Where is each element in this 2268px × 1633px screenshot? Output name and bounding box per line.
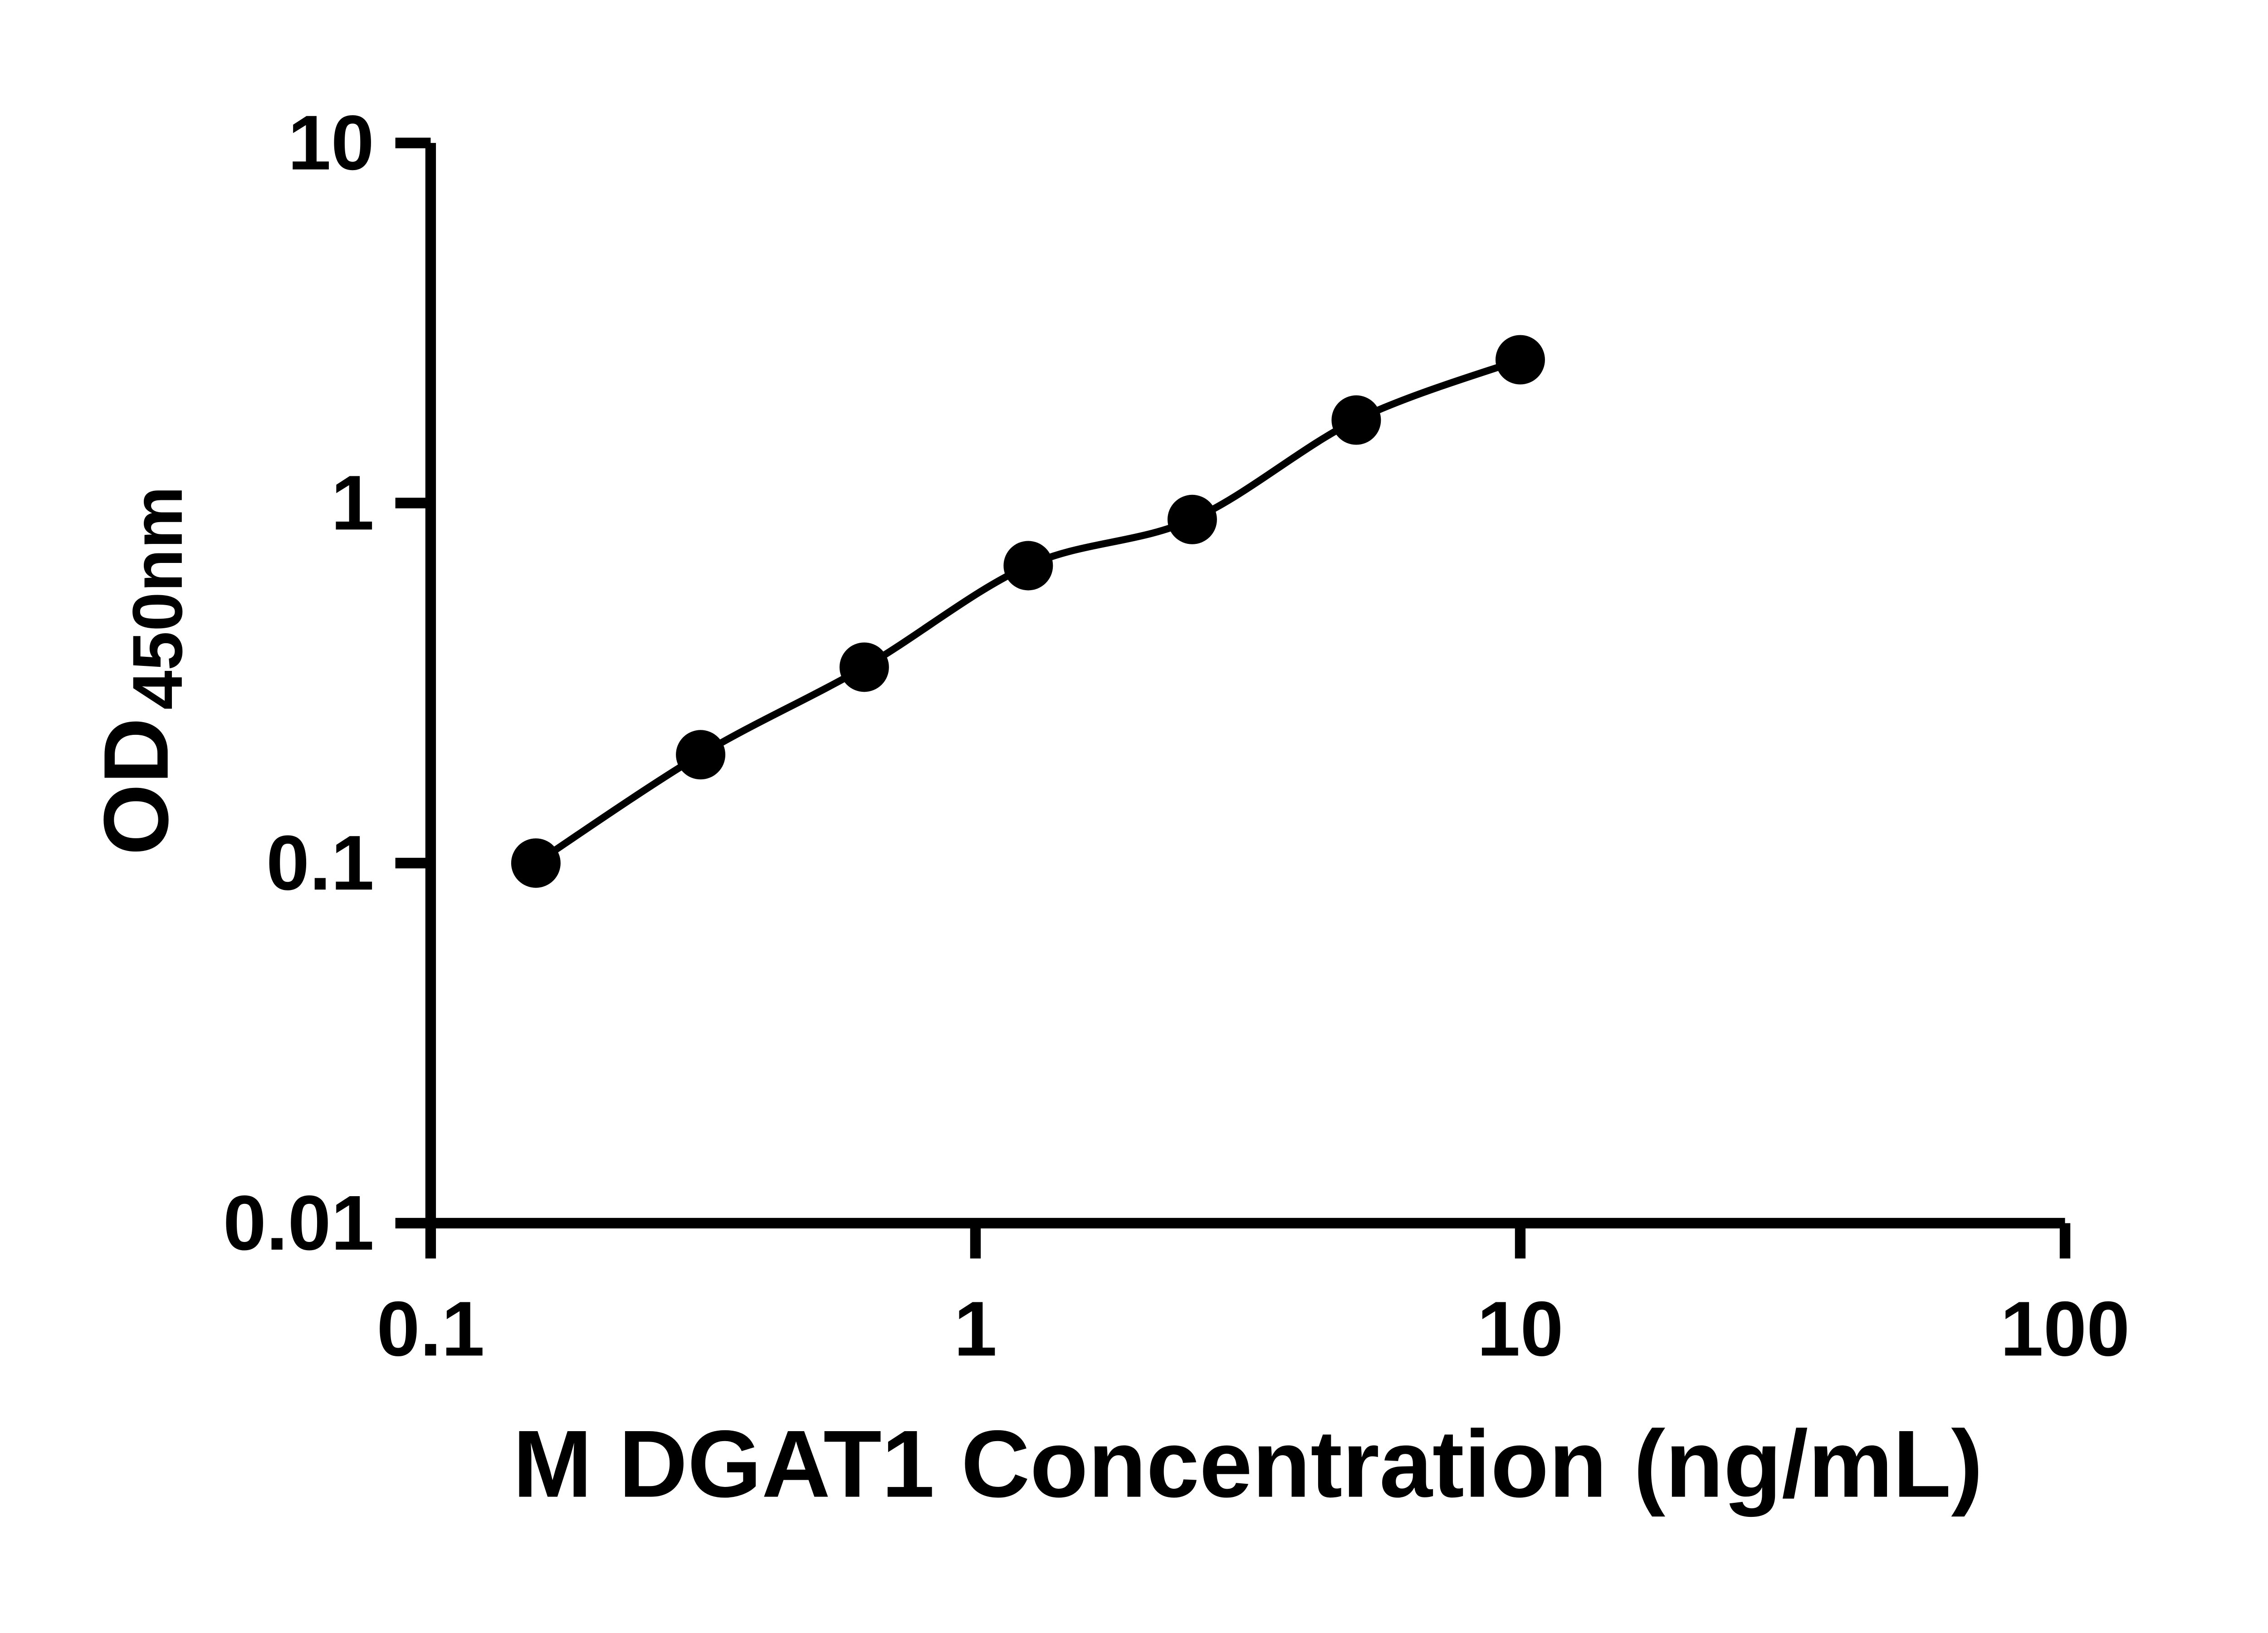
data-point [676,730,726,780]
y-axis-tick-label: 10 [288,100,374,186]
x-axis-tick-label: 100 [2000,1286,2130,1372]
x-axis-tick-label: 1 [954,1286,997,1372]
y-axis-title-subscript: 450nm [118,486,197,710]
data-point [1331,395,1381,445]
y-axis-tick-label: 0.1 [266,820,374,906]
data-point [1496,335,1545,385]
y-axis-tick-label: 1 [331,460,374,546]
y-axis-title: OD 450nm [85,486,197,856]
data-point [1167,494,1217,544]
x-axis-title: M DGAT1 Concentration (ng/mL) [513,1411,1983,1517]
axis-frame [425,143,2065,1229]
elisa-standard-curve-figure: 0.1 1 10 100 0.01 0.1 1 10 M DGAT1 Concentratio… [84,99,2130,1517]
x-axis-tick-label: 0.1 [376,1286,484,1372]
data-point [839,642,889,692]
data-point [1003,541,1053,591]
data-point [511,838,561,888]
y-axis-tick-label: 0.01 [223,1180,374,1266]
x-axis-tick-label: 10 [1477,1286,1563,1372]
y-axis-title-main: OD [85,718,187,856]
